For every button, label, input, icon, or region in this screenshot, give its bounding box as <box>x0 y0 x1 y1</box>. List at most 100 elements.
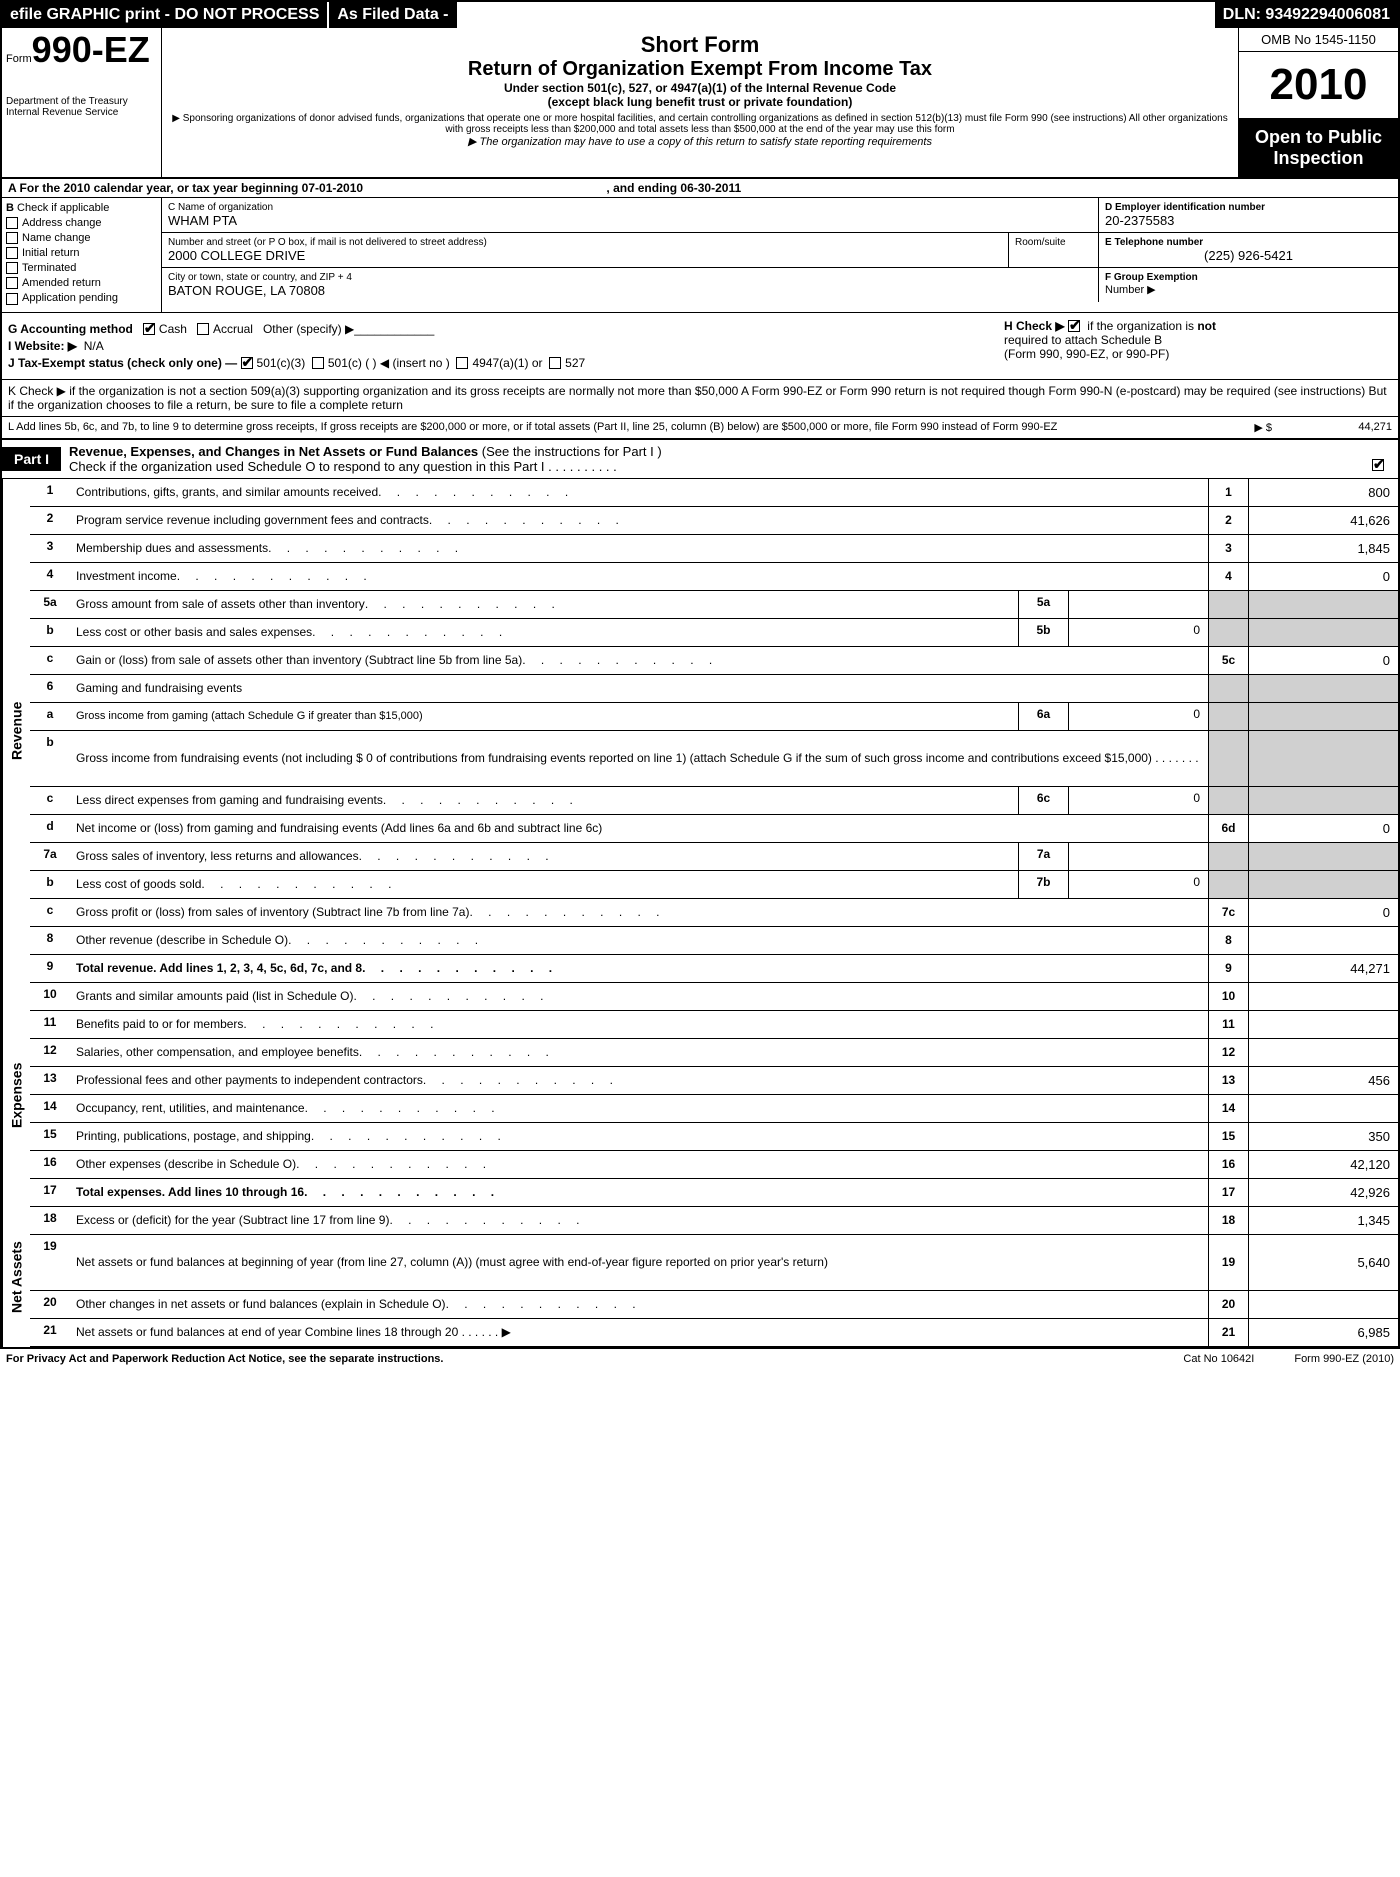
checkbox-icon <box>6 232 18 244</box>
line-12: 12Salaries, other compensation, and empl… <box>30 1039 1398 1067</box>
city-value: BATON ROUGE, LA 70808 <box>168 283 1092 298</box>
line-6d: dNet income or (loss) from gaming and fu… <box>30 815 1398 843</box>
line-11: 11Benefits paid to or for members11 <box>30 1011 1398 1039</box>
line-1: 1Contributions, gifts, grants, and simil… <box>30 479 1398 507</box>
city-label: City or town, state or country, and ZIP … <box>168 272 1092 283</box>
chk-name-change[interactable]: Name change <box>6 232 157 244</box>
line-7a: 7aGross sales of inventory, less returns… <box>30 843 1398 871</box>
chk-4947[interactable] <box>456 357 468 369</box>
header-center: Short Form Return of Organization Exempt… <box>162 28 1238 177</box>
except-note: (except black lung benefit trust or priv… <box>172 95 1228 109</box>
group-exemption-cell: F Group Exemption Number ▶ <box>1098 268 1398 302</box>
street-value: 2000 COLLEGE DRIVE <box>168 248 1002 263</box>
row-a-mid: , and ending <box>603 181 680 195</box>
line-4: 4Investment income40 <box>30 563 1398 591</box>
revenue-section: Revenue 1Contributions, gifts, grants, a… <box>2 479 1398 983</box>
tax-exempt-status: J Tax-Exempt status (check only one) — 5… <box>8 356 992 370</box>
sponsoring-note: ▶ Sponsoring organizations of donor advi… <box>172 113 1228 135</box>
netassets-lines: 18Excess or (deficit) for the year (Subt… <box>30 1207 1398 1347</box>
line-10: 10Grants and similar amounts paid (list … <box>30 983 1398 1011</box>
line-15: 15Printing, publications, postage, and s… <box>30 1123 1398 1151</box>
topbar-gap <box>459 2 1215 28</box>
city-cell: City or town, state or country, and ZIP … <box>162 268 1098 302</box>
footer-privacy: For Privacy Act and Paperwork Reduction … <box>6 1353 1143 1365</box>
revenue-lines: 1Contributions, gifts, grants, and simil… <box>30 479 1398 983</box>
room-label: Room/suite <box>1015 237 1092 248</box>
room-cell: Room/suite <box>1008 233 1098 267</box>
line-8: 8Other revenue (describe in Schedule O)8 <box>30 927 1398 955</box>
b-desc: Check if applicable <box>17 202 109 214</box>
topbar-left: efile GRAPHIC print - DO NOT PROCESS <box>2 2 327 28</box>
line-9: 9Total revenue. Add lines 1, 2, 3, 4, 5c… <box>30 955 1398 983</box>
phone-value: (225) 926-5421 <box>1105 248 1392 263</box>
checkbox-icon <box>6 247 18 259</box>
tax-year: 2010 <box>1239 52 1398 119</box>
line-14: 14Occupancy, rent, utilities, and mainte… <box>30 1095 1398 1123</box>
street-label: Number and street (or P O box, if mail i… <box>168 237 1002 248</box>
chk-application-pending[interactable]: Application pending <box>6 292 157 304</box>
netassets-side-label: Net Assets <box>2 1207 30 1347</box>
header-left: Form990-EZ Department of the Treasury In… <box>2 28 162 177</box>
dept-treasury: Department of the Treasury <box>6 96 157 107</box>
chk-accrual[interactable] <box>197 323 209 335</box>
line-18: 18Excess or (deficit) for the year (Subt… <box>30 1207 1398 1235</box>
short-form-title: Short Form <box>172 32 1228 58</box>
line-3: 3Membership dues and assessments31,845 <box>30 535 1398 563</box>
expenses-lines: 10Grants and similar amounts paid (list … <box>30 983 1398 1207</box>
column-c: C Name of organization WHAM PTA D Employ… <box>162 198 1398 312</box>
row-a-end: 06-30-2011 <box>680 181 741 195</box>
org-name-cell: C Name of organization WHAM PTA <box>162 198 1098 232</box>
footer-cat-no: Cat No 10642I <box>1143 1353 1294 1365</box>
section-k: K Check ▶ if the organization is not a s… <box>2 380 1398 417</box>
checkbox-icon <box>6 293 18 305</box>
h-line2: required to attach Schedule B <box>1004 333 1392 347</box>
chk-501c[interactable] <box>312 357 324 369</box>
chk-initial-return[interactable]: Initial return <box>6 247 157 259</box>
top-bar: efile GRAPHIC print - DO NOT PROCESS As … <box>2 2 1398 28</box>
line-13: 13Professional fees and other payments t… <box>30 1067 1398 1095</box>
checkbox-icon <box>6 277 18 289</box>
line-6b: bGross income from fundraising events (n… <box>30 731 1398 787</box>
website-line: I Website: ▶ N/A <box>8 339 992 353</box>
chk-501c3[interactable] <box>241 357 253 369</box>
row-a-begin: 07-01-2010 <box>302 181 363 195</box>
checkbox-icon <box>6 262 18 274</box>
line-6: 6Gaming and fundraising events <box>30 675 1398 703</box>
phone-cell: E Telephone number (225) 926-5421 <box>1098 233 1398 267</box>
column-b: B Check if applicable Address change Nam… <box>2 198 162 312</box>
street-cell: Number and street (or P O box, if mail i… <box>162 233 1008 267</box>
part1-tag: Part I <box>2 447 61 471</box>
line-20: 20Other changes in net assets or fund ba… <box>30 1291 1398 1319</box>
group-exemption-label: F Group Exemption <box>1105 272 1392 283</box>
row-a-prefix: A For the 2010 calendar year, or tax yea… <box>8 181 302 195</box>
line-17: 17Total expenses. Add lines 10 through 1… <box>30 1179 1398 1207</box>
part1-title: Revenue, Expenses, and Changes in Net As… <box>61 440 1398 478</box>
chk-amended-return[interactable]: Amended return <box>6 277 157 289</box>
org-name-label: C Name of organization <box>168 202 1092 213</box>
line-6a: aGross income from gaming (attach Schedu… <box>30 703 1398 731</box>
form-number: 990-EZ <box>32 29 150 70</box>
phone-label: E Telephone number <box>1105 237 1392 248</box>
chk-terminated[interactable]: Terminated <box>6 262 157 274</box>
chk-address-change[interactable]: Address change <box>6 217 157 229</box>
gh-right: H Check ▶ if the organization is not req… <box>998 313 1398 379</box>
omb-number: OMB No 1545-1150 <box>1239 28 1398 52</box>
b-label: B <box>6 202 14 214</box>
chk-h[interactable] <box>1068 320 1080 332</box>
form-container: efile GRAPHIC print - DO NOT PROCESS As … <box>0 0 1400 1349</box>
chk-schedule-o[interactable] <box>1372 459 1384 471</box>
chk-527[interactable] <box>549 357 561 369</box>
gh-left: G Accounting method Cash Accrual Other (… <box>2 313 998 379</box>
form-header: Form990-EZ Department of the Treasury In… <box>2 28 1398 179</box>
part1-header: Part I Revenue, Expenses, and Changes in… <box>2 440 1398 479</box>
h-line3: (Form 990, 990-EZ, or 990-PF) <box>1004 347 1392 361</box>
chk-cash[interactable] <box>143 323 155 335</box>
expenses-side-label: Expenses <box>2 983 30 1207</box>
section-bc: B Check if applicable Address change Nam… <box>2 198 1398 313</box>
open-public-line2: Inspection <box>1273 148 1363 169</box>
l-text: L Add lines 5b, 6c, and 7b, to line 9 to… <box>8 421 1254 434</box>
line-19: 19Net assets or fund balances at beginni… <box>30 1235 1398 1291</box>
line-5c: cGain or (loss) from sale of assets othe… <box>30 647 1398 675</box>
line-7c: cGross profit or (loss) from sales of in… <box>30 899 1398 927</box>
netassets-section: Net Assets 18Excess or (deficit) for the… <box>2 1207 1398 1347</box>
